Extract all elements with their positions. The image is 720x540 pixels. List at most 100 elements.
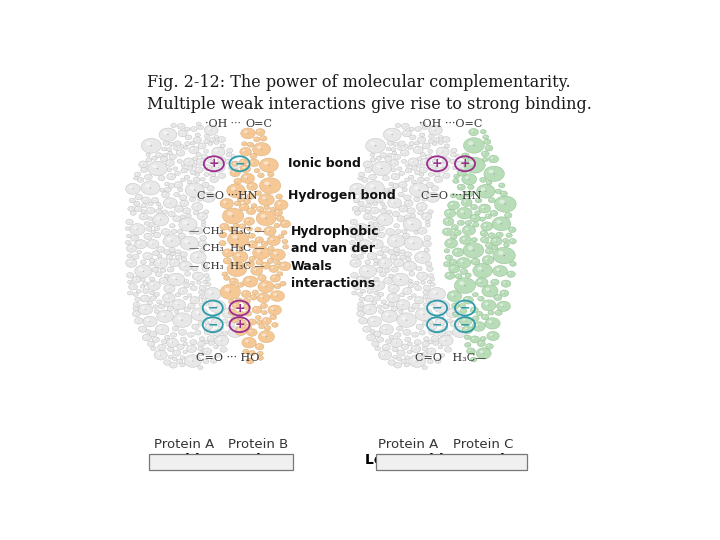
Circle shape <box>436 360 438 361</box>
Circle shape <box>484 166 504 181</box>
Circle shape <box>156 272 162 277</box>
Circle shape <box>223 332 225 333</box>
Circle shape <box>234 304 236 306</box>
Circle shape <box>136 207 138 208</box>
Circle shape <box>196 173 197 174</box>
Circle shape <box>256 206 264 212</box>
Circle shape <box>503 306 504 307</box>
Circle shape <box>379 325 393 335</box>
Circle shape <box>352 261 355 263</box>
Circle shape <box>487 345 490 346</box>
Circle shape <box>481 187 485 191</box>
Circle shape <box>384 262 386 264</box>
Circle shape <box>431 325 433 326</box>
Circle shape <box>176 294 178 295</box>
Circle shape <box>158 255 160 256</box>
Circle shape <box>409 127 414 131</box>
Circle shape <box>414 340 421 345</box>
Circle shape <box>246 279 250 281</box>
Circle shape <box>497 190 498 191</box>
Circle shape <box>194 205 197 206</box>
Circle shape <box>389 142 390 143</box>
Circle shape <box>231 279 233 281</box>
Circle shape <box>281 282 283 284</box>
Circle shape <box>194 178 197 180</box>
Circle shape <box>433 341 438 345</box>
Circle shape <box>257 352 264 356</box>
Circle shape <box>194 300 195 301</box>
Circle shape <box>143 204 144 206</box>
Circle shape <box>430 282 436 286</box>
Circle shape <box>464 285 466 286</box>
Circle shape <box>421 153 423 154</box>
Circle shape <box>382 344 390 350</box>
Circle shape <box>169 212 171 214</box>
Circle shape <box>386 147 391 151</box>
Circle shape <box>130 285 132 287</box>
Circle shape <box>439 353 444 357</box>
Circle shape <box>389 274 393 278</box>
Circle shape <box>374 241 377 244</box>
Circle shape <box>186 308 187 309</box>
Circle shape <box>142 197 150 204</box>
Circle shape <box>459 303 466 308</box>
Circle shape <box>354 186 357 188</box>
Circle shape <box>163 340 164 341</box>
Circle shape <box>138 177 144 183</box>
Circle shape <box>368 198 370 200</box>
Circle shape <box>377 157 379 158</box>
Circle shape <box>140 295 150 302</box>
Circle shape <box>246 325 248 327</box>
Circle shape <box>201 286 202 288</box>
Circle shape <box>263 264 266 266</box>
Circle shape <box>413 347 415 349</box>
Circle shape <box>174 147 178 150</box>
Circle shape <box>223 273 225 274</box>
Circle shape <box>419 300 420 301</box>
Circle shape <box>171 252 176 256</box>
Circle shape <box>197 257 199 258</box>
Circle shape <box>181 264 185 266</box>
Circle shape <box>212 293 213 294</box>
Circle shape <box>447 274 449 275</box>
Circle shape <box>149 218 150 219</box>
Circle shape <box>144 290 145 291</box>
Circle shape <box>381 260 384 263</box>
Circle shape <box>221 340 222 341</box>
Circle shape <box>176 150 185 156</box>
Circle shape <box>171 123 176 127</box>
Circle shape <box>378 309 384 313</box>
Circle shape <box>491 157 493 159</box>
Circle shape <box>233 235 238 239</box>
Circle shape <box>379 272 387 277</box>
Circle shape <box>252 244 253 245</box>
Circle shape <box>425 161 426 162</box>
Circle shape <box>252 290 258 295</box>
Circle shape <box>176 279 177 280</box>
Circle shape <box>367 252 377 260</box>
Circle shape <box>202 237 203 238</box>
Circle shape <box>423 126 425 127</box>
Circle shape <box>150 277 155 281</box>
Circle shape <box>410 176 411 177</box>
Circle shape <box>202 216 203 217</box>
Circle shape <box>128 206 135 211</box>
Circle shape <box>273 240 274 241</box>
Circle shape <box>145 174 152 180</box>
Circle shape <box>405 330 407 332</box>
Circle shape <box>423 240 431 247</box>
Circle shape <box>477 199 478 200</box>
Circle shape <box>457 252 459 253</box>
Circle shape <box>150 283 153 286</box>
Circle shape <box>420 133 425 137</box>
Circle shape <box>150 263 151 264</box>
Circle shape <box>374 342 375 344</box>
Circle shape <box>148 202 153 206</box>
Circle shape <box>447 211 450 213</box>
Circle shape <box>163 293 175 302</box>
Circle shape <box>350 259 361 267</box>
Circle shape <box>274 200 288 210</box>
Circle shape <box>450 321 459 327</box>
Circle shape <box>282 222 285 224</box>
Circle shape <box>153 199 155 200</box>
